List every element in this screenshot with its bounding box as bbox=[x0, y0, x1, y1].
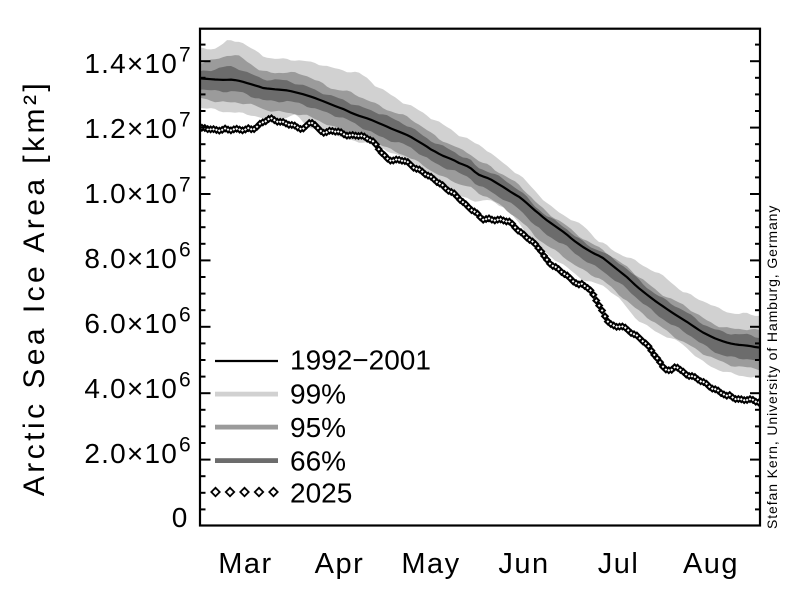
svg-text:8.0×10: 8.0×10 bbox=[84, 243, 178, 274]
svg-text:99%: 99% bbox=[290, 378, 346, 409]
svg-text:66%: 66% bbox=[290, 445, 346, 476]
svg-text:Stefan Kern, University of Ham: Stefan Kern, University of Hamburg, Germ… bbox=[764, 205, 780, 529]
svg-text:Jul: Jul bbox=[598, 548, 640, 580]
svg-text:6: 6 bbox=[179, 303, 192, 326]
svg-text:0: 0 bbox=[172, 502, 189, 533]
svg-text:7: 7 bbox=[179, 108, 192, 131]
svg-text:7: 7 bbox=[179, 173, 192, 196]
svg-text:4.0×10: 4.0×10 bbox=[84, 373, 178, 404]
svg-text:1.2×10: 1.2×10 bbox=[84, 113, 178, 144]
svg-text:1.4×10: 1.4×10 bbox=[84, 48, 178, 79]
svg-text:6: 6 bbox=[179, 238, 192, 261]
svg-text:6.0×10: 6.0×10 bbox=[84, 308, 178, 339]
svg-text:6: 6 bbox=[179, 369, 192, 392]
svg-text:95%: 95% bbox=[290, 412, 346, 443]
svg-text:7: 7 bbox=[179, 43, 192, 66]
svg-text:May: May bbox=[401, 548, 460, 580]
svg-text:2025: 2025 bbox=[290, 478, 352, 509]
svg-text:Mar: Mar bbox=[218, 548, 272, 580]
svg-text:Arctic Sea Ice Area [km²]: Arctic Sea Ice Area [km²] bbox=[18, 80, 51, 496]
svg-text:2.0×10: 2.0×10 bbox=[84, 438, 178, 469]
svg-text:6: 6 bbox=[179, 433, 192, 456]
svg-text:Apr: Apr bbox=[315, 548, 365, 580]
svg-text:1.0×10: 1.0×10 bbox=[84, 178, 178, 209]
svg-text:Aug: Aug bbox=[683, 548, 739, 580]
svg-text:Jun: Jun bbox=[498, 548, 549, 580]
svg-text:1992−2001: 1992−2001 bbox=[290, 344, 431, 375]
